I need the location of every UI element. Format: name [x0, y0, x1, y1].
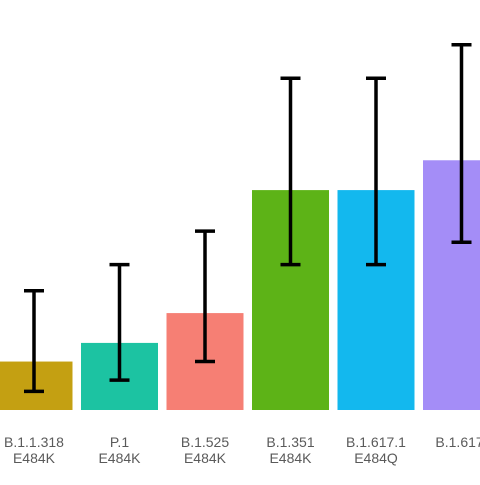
x-tick-label-line2: E484Q — [326, 450, 426, 466]
x-tick-label-6: B.1.617. — [412, 434, 480, 450]
bar-1 — [0, 362, 73, 410]
x-tick-label-line1: B.1.617. — [412, 434, 480, 450]
bar-6 — [423, 160, 480, 410]
